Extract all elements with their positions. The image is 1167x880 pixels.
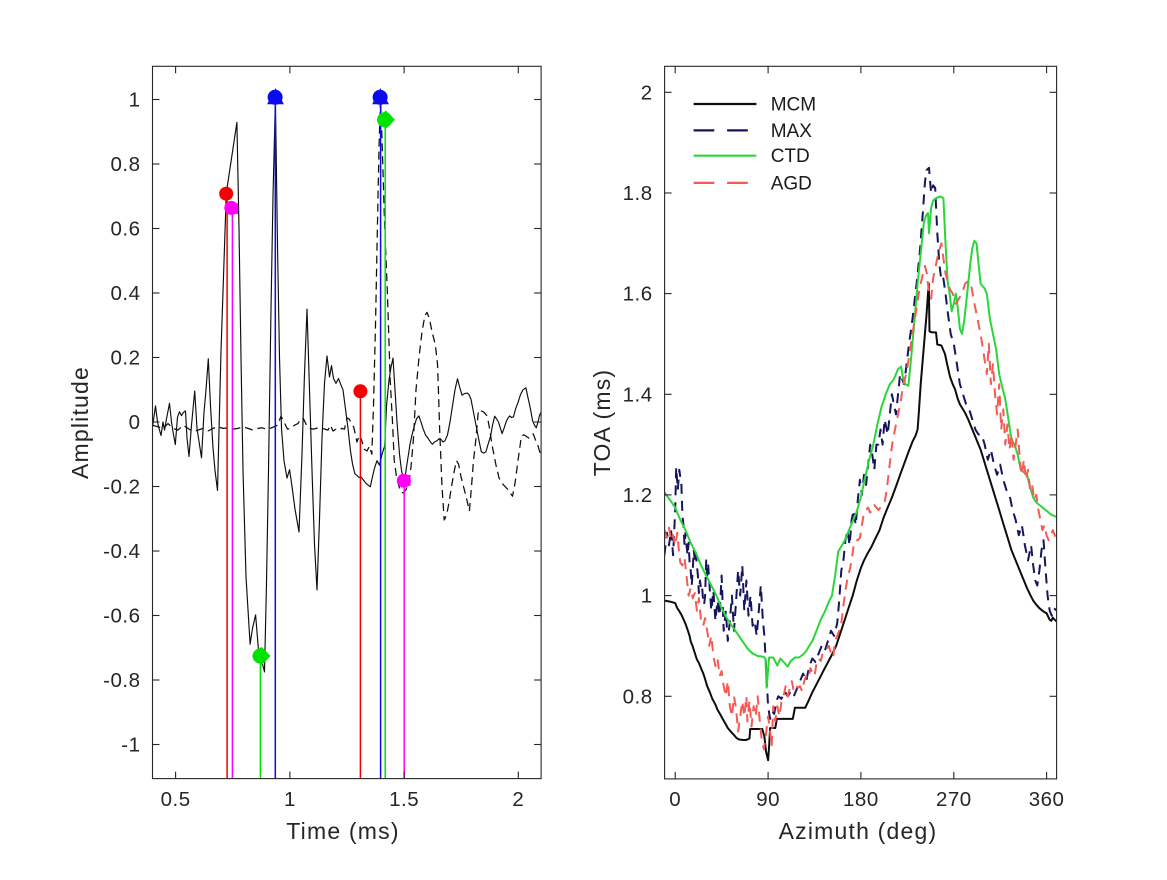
svg-text:CTD: CTD [771, 146, 810, 167]
svg-text:-0.8: -0.8 [103, 669, 140, 692]
svg-text:0.4: 0.4 [111, 282, 141, 305]
svg-text:1: 1 [641, 585, 653, 608]
svg-text:-0.2: -0.2 [103, 476, 140, 499]
svg-text:MAX: MAX [771, 121, 813, 142]
svg-text:90: 90 [756, 788, 780, 811]
svg-text:0.5: 0.5 [161, 788, 191, 811]
svg-text:MCM: MCM [771, 95, 816, 116]
svg-text:0.8: 0.8 [623, 685, 653, 708]
svg-text:1.2: 1.2 [623, 484, 653, 507]
svg-text:1.5: 1.5 [389, 788, 419, 811]
svg-text:2: 2 [641, 81, 653, 104]
svg-text:Amplitude: Amplitude [67, 366, 93, 479]
svg-text:180: 180 [843, 788, 879, 811]
svg-text:360: 360 [1029, 788, 1065, 811]
svg-text:-0.6: -0.6 [103, 605, 140, 628]
svg-text:0.8: 0.8 [111, 153, 141, 176]
svg-text:1.8: 1.8 [623, 182, 653, 205]
svg-text:AGD: AGD [771, 173, 812, 194]
svg-text:0: 0 [669, 788, 681, 811]
svg-text:2: 2 [512, 788, 524, 811]
svg-text:1.6: 1.6 [623, 283, 653, 306]
svg-text:270: 270 [936, 788, 972, 811]
svg-text:-0.4: -0.4 [103, 540, 140, 563]
svg-text:0: 0 [129, 411, 141, 434]
svg-text:-1: -1 [121, 734, 140, 757]
svg-text:1.4: 1.4 [623, 383, 653, 406]
svg-text:TOA (ms): TOA (ms) [589, 369, 615, 477]
svg-text:Azimuth (deg): Azimuth (deg) [779, 818, 938, 844]
svg-text:1: 1 [284, 788, 296, 811]
svg-text:1: 1 [129, 89, 141, 112]
svg-text:Time (ms): Time (ms) [286, 818, 399, 844]
svg-text:0.2: 0.2 [111, 347, 141, 370]
svg-text:0.6: 0.6 [111, 218, 141, 241]
